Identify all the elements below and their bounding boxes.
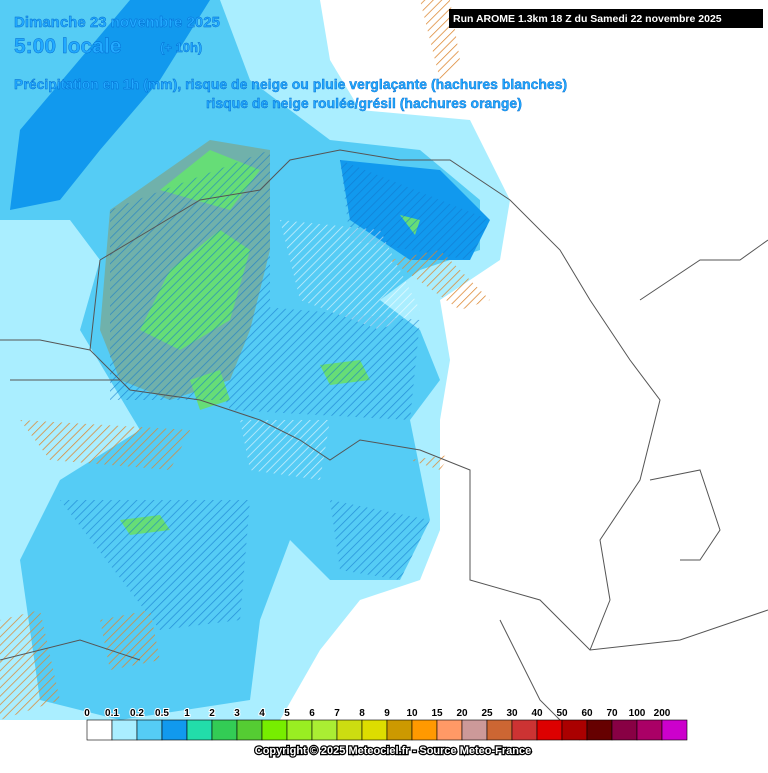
- legend-swatch: [661, 719, 688, 741]
- legend: 0 0.1 0.2 0.5 1 2 3 4 5 6 7 8 9 10 15 20 25 30 40 50 60 70 100…: [83, 707, 688, 741]
- legend-label: 200: [654, 708, 671, 719]
- precipitation: [0, 0, 510, 720]
- run-box: [449, 9, 763, 28]
- legend-swatch: [236, 719, 263, 741]
- legend-swatch: [386, 719, 413, 741]
- legend-label: 0.1: [105, 708, 119, 719]
- legend-label: 50: [556, 708, 568, 719]
- legend-swatch: [261, 719, 288, 741]
- legend-label: 0: [84, 708, 90, 719]
- legend-swatch: [636, 719, 663, 741]
- legend-label: 1: [184, 708, 190, 719]
- legend-label: 2: [209, 708, 215, 719]
- legend-swatch: [161, 719, 188, 741]
- date: Dimanche 23 novembre 2025: [14, 14, 220, 31]
- run-info: Run AROME 1.3km 18 Z du Samedi 22 novemb…: [453, 13, 722, 25]
- legend-label: 15: [431, 708, 443, 719]
- legend-label: 10: [406, 708, 418, 719]
- legend-label: 70: [606, 708, 618, 719]
- legend-swatch: [186, 719, 213, 741]
- legend-swatch: [86, 719, 113, 741]
- legend-label: 7: [334, 708, 340, 719]
- legend-label: 25: [481, 708, 493, 719]
- legend-label: 8: [359, 708, 365, 719]
- legend-swatch: [336, 719, 363, 741]
- legend-swatch: [411, 719, 438, 741]
- legend-swatch: [311, 719, 338, 741]
- legend-swatch: [211, 719, 238, 741]
- legend-label: 60: [581, 708, 593, 719]
- legend-label: 30: [506, 708, 518, 719]
- legend-swatch: [511, 719, 538, 741]
- legend-label: 40: [531, 708, 543, 719]
- description: risque de neige roulée/grésil (hachures …: [206, 95, 522, 111]
- legend-swatch: [361, 719, 388, 741]
- legend-label: 9: [384, 708, 390, 719]
- legend-swatch: [286, 719, 313, 741]
- description: Précipitation en 1h (mm), risque de neig…: [14, 76, 567, 92]
- copyright: Copyright © 2025 Meteociel.fr - Source M…: [255, 745, 531, 757]
- legend-swatch: [436, 719, 463, 741]
- legend-swatch: [586, 719, 613, 741]
- legend-label: 4: [259, 708, 265, 719]
- legend-label: 0.5: [155, 708, 169, 719]
- legend-swatch: [611, 719, 638, 741]
- legend-swatch: [536, 719, 563, 741]
- legend-label: 3: [234, 708, 240, 719]
- legend-swatch: [486, 719, 513, 741]
- time: 5:00 locale: [14, 35, 121, 58]
- legend-swatch: [111, 719, 138, 741]
- offset: (+ 10h): [160, 40, 202, 55]
- legend-label: 20: [456, 708, 468, 719]
- legend-label: 5: [284, 708, 290, 719]
- legend-label: 6: [309, 708, 315, 719]
- legend-swatch: [561, 719, 588, 741]
- legend-label: 0.2: [130, 708, 144, 719]
- borders: [0, 149, 768, 741]
- legend-swatch: [136, 719, 163, 741]
- legend-label: 100: [629, 708, 646, 719]
- legend-swatch: [461, 719, 488, 741]
